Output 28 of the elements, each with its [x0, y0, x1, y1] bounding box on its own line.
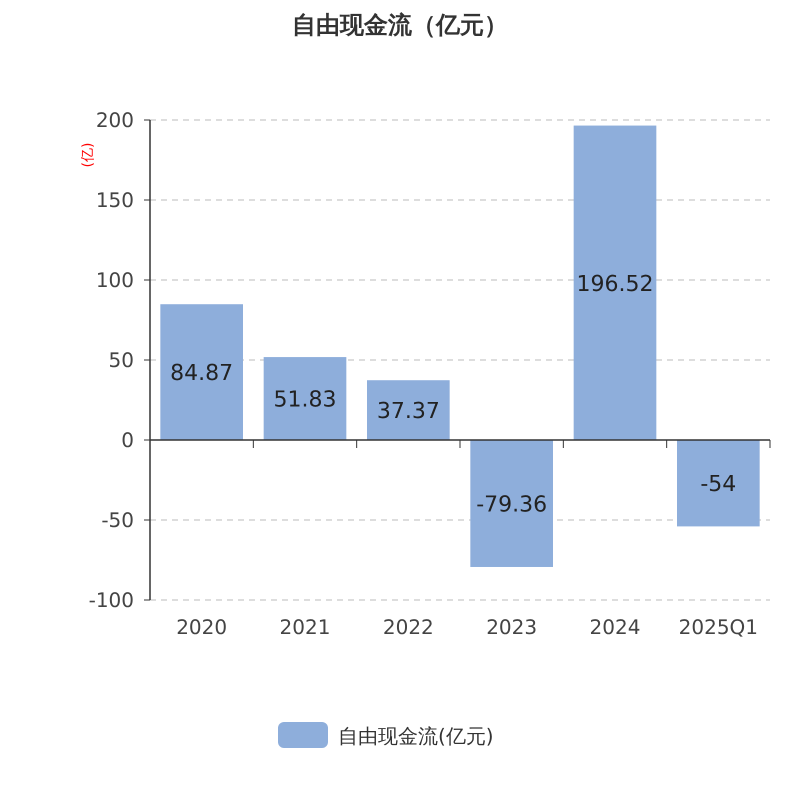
legend-label: 自由现金流(亿元)	[338, 724, 494, 748]
data-label: 51.83	[274, 388, 336, 413]
x-tick-label: 2024	[590, 615, 640, 639]
y-tick-label: 50	[108, 348, 134, 372]
data-label: -54	[700, 472, 736, 498]
bar	[264, 357, 346, 440]
bar	[677, 440, 760, 526]
bar	[574, 126, 656, 440]
x-tick-label: 2023	[486, 615, 538, 639]
chart-title: 自由现金流（亿元）	[292, 11, 508, 39]
y-tick-label: -100	[88, 588, 134, 612]
y-tick-label: -50	[101, 508, 134, 532]
y-tick-label: 150	[96, 188, 134, 212]
y-tick-label: 0	[121, 428, 134, 452]
y-tick-label: 100	[96, 268, 134, 292]
bar	[367, 380, 450, 440]
x-tick-label: 2022	[382, 615, 434, 639]
x-tick-label: 2021	[280, 615, 330, 639]
x-tick-label: 2020	[176, 615, 228, 639]
bar	[470, 440, 553, 567]
data-label: -79.36	[476, 492, 548, 518]
bar	[160, 304, 243, 440]
y-axis-title: (亿)	[80, 142, 96, 168]
y-tick-label: 200	[96, 108, 134, 132]
data-label: 37.37	[376, 399, 440, 424]
data-label: 196.52	[576, 272, 654, 297]
data-label: 84.87	[170, 361, 234, 386]
x-tick-label: 2025Q1	[678, 615, 758, 639]
